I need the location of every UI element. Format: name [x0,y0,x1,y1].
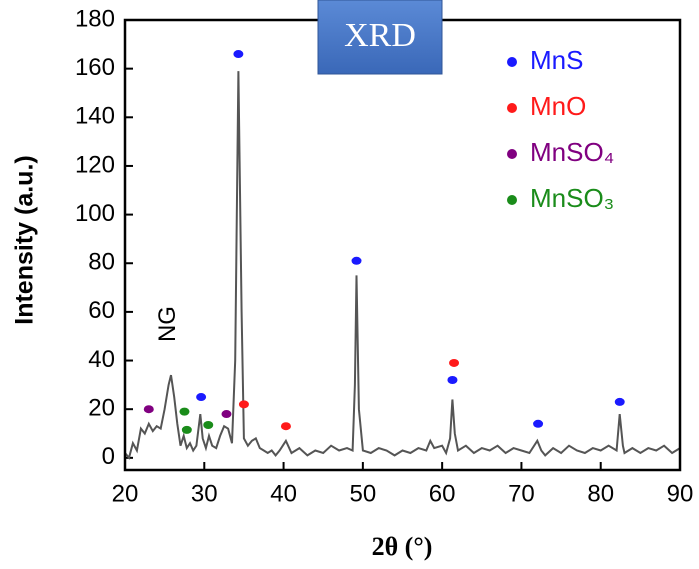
badge-label: XRD [344,17,416,54]
y-tick-label: 60 [88,297,115,324]
legend-marker [507,57,517,67]
y-tick-label: 140 [75,103,115,130]
x-tick-label: 60 [429,480,456,507]
phase-marker [449,358,460,367]
x-tick-label: 30 [191,480,218,507]
x-axis-label: 2θ (°) [372,532,433,561]
phase-marker [221,410,232,419]
x-tick-label: 80 [587,480,614,507]
x-tick-label: 70 [508,480,535,507]
x-tick-label: 40 [270,480,297,507]
phase-marker [143,405,154,414]
phase-marker [196,393,207,402]
legend-label: MnSO₄ [530,137,614,167]
y-tick-label: 180 [75,5,115,32]
phase-marker [203,421,214,429]
phase-marker [233,50,244,59]
legend-marker [507,149,517,159]
y-tick-label: 40 [88,346,115,373]
legend-label: MnSO₃ [530,183,614,213]
phase-marker [179,407,190,416]
legend-marker [507,103,517,113]
y-tick-label: 120 [75,151,115,178]
x-tick-label: 20 [112,480,139,507]
legend-label: MnO [530,91,586,121]
legend-marker [507,195,517,205]
phase-marker [351,256,362,265]
y-tick-label: 160 [75,54,115,81]
y-tick-label: 100 [75,200,115,227]
x-tick-label: 50 [350,480,377,507]
y-tick-label: 20 [88,395,115,422]
phase-marker [181,425,192,434]
y-axis-label: Intensity (a.u.) [11,155,39,324]
phase-marker [533,419,544,428]
legend-label: MnS [530,45,583,75]
phase-marker [280,422,291,431]
xrd-line [124,71,681,460]
phase-marker [238,400,249,409]
x-tick-label: 90 [667,480,694,507]
badge-box [317,0,443,75]
y-tick-label: 0 [102,443,115,470]
phase-marker [614,397,625,406]
y-tick-label: 80 [88,249,115,276]
phase-marker [447,376,458,384]
plot-frame [123,18,682,472]
annotation: NG [154,306,181,342]
